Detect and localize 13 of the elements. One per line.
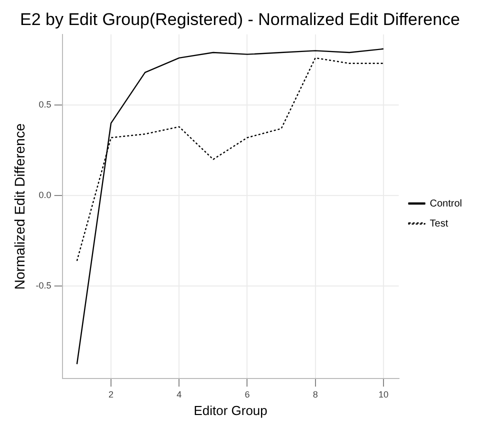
x-tick-label: 6 [244,389,250,400]
y-tick-label: 0.0 [38,190,52,200]
legend-label: Control [430,198,462,210]
x-tick-label: 8 [312,389,318,400]
legend-label: Test [430,218,448,230]
x-axis-title: Editor Group [194,402,268,418]
chart-title: E2 by Edit Group(Registered) - Normalized Edit Difference [20,10,460,29]
y-axis-title: Normalized Edit Difference [11,123,28,290]
x-tick-label: 10 [378,389,388,400]
y-tick-label: -0.5 [36,280,52,291]
x-tick-label: 4 [176,389,182,400]
y-tick-label: 0.5 [38,100,52,110]
x-tick-label: 2 [108,389,114,400]
